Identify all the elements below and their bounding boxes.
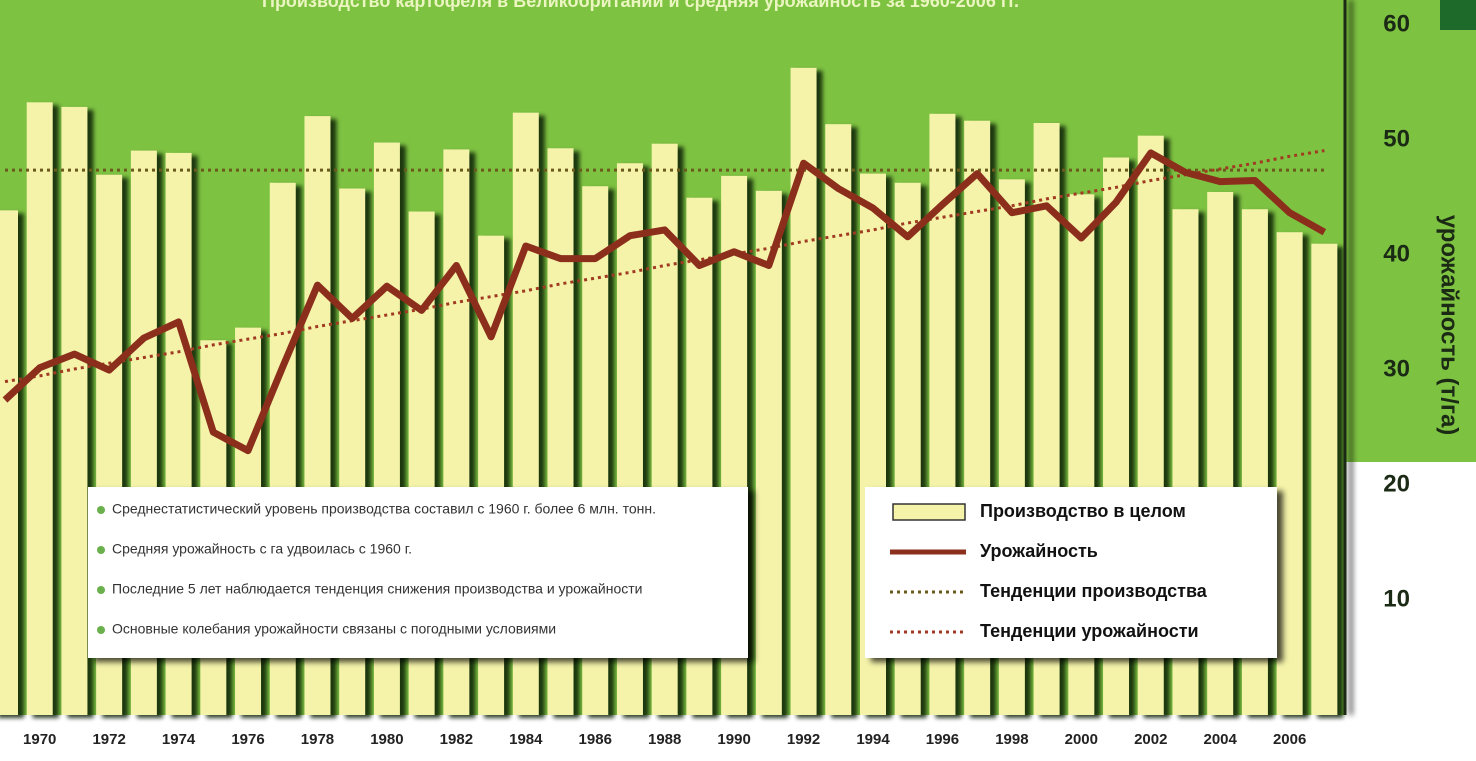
x-tick-label: 1980 [370,731,403,748]
y-axis-label: урожайность (т/га) [1436,215,1463,436]
y-tick-label: 10 [1383,585,1410,612]
annotation: Последние 5 лет наблюдается тенденция сн… [112,581,643,597]
annotation: Среднестатистический уровень производств… [112,501,656,517]
x-tick-label: 1978 [301,731,334,748]
annotation-box: Среднестатистический уровень производств… [88,487,748,658]
x-tick-label: 1988 [648,731,681,748]
y-tick-label: 20 [1383,470,1410,497]
x-tick-label: 2000 [1065,731,1098,748]
legend-label: Производство в целом [980,501,1186,521]
x-tick-label: 1998 [995,731,1028,748]
x-tick-label: 2004 [1204,731,1238,748]
axis-background [1345,0,1476,462]
y-tick-label: 30 [1383,355,1410,382]
x-tick-label: 1984 [509,731,543,748]
annotation-background [88,487,748,658]
bullet [97,626,105,634]
bar [61,106,88,715]
bar [26,102,53,716]
legend: Производство в целом Урожайность Тенденции… [865,487,1277,658]
chart-title: Производство картофеля в Великобритании … [262,0,1019,11]
yield-line [2,149,1327,455]
legend-label: Урожайность [980,541,1098,561]
x-tick-label: 1994 [856,731,890,748]
x-tick-label: 1976 [231,731,264,748]
y-tick-label: 40 [1383,241,1410,268]
corner-badge [1440,0,1476,30]
x-tick-label: 1972 [92,731,125,748]
y-tick-label: 60 [1383,11,1410,38]
legend-label: Тенденции урожайности [980,621,1199,641]
x-tick-label: 1970 [23,731,56,748]
annotation: Средняя урожайность с га удвоилась с 196… [112,541,412,557]
x-tick-label: 1996 [926,731,959,748]
y-tick-label: 50 [1383,126,1410,153]
x-tick-label: 1974 [162,731,196,748]
bar [825,124,852,716]
bar [0,210,18,715]
lines [2,149,1327,455]
legend-label: Тенденции производства [980,581,1208,601]
legend-swatch [892,503,966,521]
bar [1311,243,1338,715]
x-tick-label: 1992 [787,731,820,748]
x-tick-label: 2002 [1134,731,1167,748]
bullet [97,586,105,594]
bar [755,190,782,715]
bullet [97,506,105,514]
bar [790,67,817,716]
x-tick-label: 1982 [440,731,473,748]
x-tick-label: 2006 [1273,731,1306,748]
bullet [97,546,105,554]
bar [1276,232,1303,715]
x-tick-label: 1986 [579,731,612,748]
x-tick-label: 1990 [717,731,750,748]
annotation: Основные колебания урожайности связаны с… [112,621,556,637]
